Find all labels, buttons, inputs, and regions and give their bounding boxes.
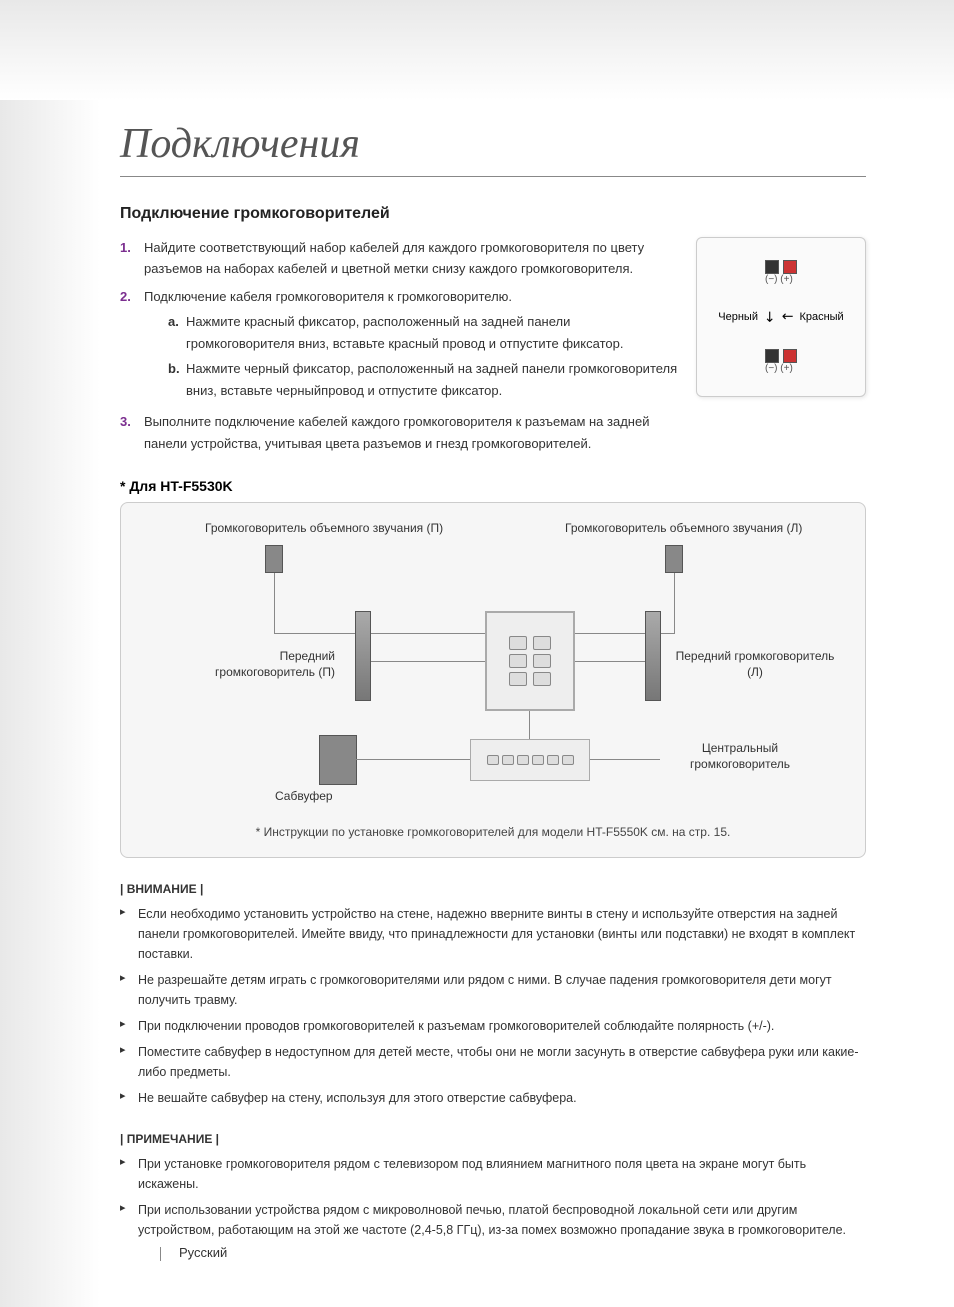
attention-item: Не вешайте сабвуфер на стену, используя … <box>138 1088 577 1108</box>
label-surround-r: Громкоговоритель объемного звучания (П) <box>205 521 443 537</box>
substep-text: Нажмите черный фиксатор, расположенный н… <box>186 358 680 401</box>
label-subwoofer: Сабвуфер <box>275 789 333 805</box>
step-number: 1. <box>120 237 144 280</box>
attention-item: При подключении проводов громкоговорител… <box>138 1016 774 1036</box>
substep-letter: b. <box>168 358 186 401</box>
attention-item: Если необходимо установить устройство на… <box>138 904 866 964</box>
step-text: Найдите соответствующий набор кабелей дл… <box>144 237 680 280</box>
polarity-label: (−) (+) <box>765 274 797 285</box>
section-heading: Подключение громкоговорителей <box>120 205 866 223</box>
attention-list: Если необходимо установить устройство на… <box>120 904 866 1108</box>
rear-panel-icon <box>470 739 590 781</box>
step-number: 3. <box>120 411 144 454</box>
notes-list: При установке громкоговорителя рядом с т… <box>120 1154 866 1240</box>
terminal-black-label: Черный <box>718 311 758 323</box>
note-item: При установке громкоговорителя рядом с т… <box>138 1154 866 1194</box>
arrow-icon: ↘ <box>760 307 780 327</box>
attention-item: Не разрешайте детям играть с громкоговор… <box>138 970 866 1010</box>
label-center: Центральный громкоговоритель <box>665 741 815 772</box>
substep-letter: a. <box>168 311 186 354</box>
footer-language: Русский <box>160 1245 227 1261</box>
label-front-r: Передний громкоговоритель (П) <box>195 649 335 680</box>
speaker-diagram: Громкоговоритель объемного звучания (П) … <box>120 502 866 858</box>
step-text: Подключение кабеля громкоговорителя к гр… <box>144 286 680 405</box>
page-title: Подключения <box>120 120 866 177</box>
speaker-icon <box>665 545 683 573</box>
label-front-l: Передний громкоговоритель (Л) <box>675 649 835 680</box>
speaker-icon <box>355 611 371 701</box>
speaker-icon <box>645 611 661 701</box>
step-number: 2. <box>120 286 144 405</box>
speaker-icon <box>265 545 283 573</box>
steps-list: 1. Найдите соответствующий набор кабелей… <box>120 237 680 454</box>
substep-text: Нажмите красный фиксатор, расположенный … <box>186 311 680 354</box>
main-unit-icon <box>485 611 575 711</box>
terminal-red-label: Красный <box>799 311 843 323</box>
attention-item: Поместите сабвуфер в недоступном для дет… <box>138 1042 866 1082</box>
terminal-diagram: (−) (+) Черный ↘ ↘ Красный (−) (+) <box>696 237 866 397</box>
arrow-icon: ↘ <box>777 307 797 327</box>
polarity-label: (−) (+) <box>765 363 797 374</box>
note-item: При использовании устройства рядом с мик… <box>138 1200 866 1240</box>
diagram-footnote: * Инструкции по установке громкоговорите… <box>145 825 841 839</box>
model-heading: * Для HT-F5530K <box>120 478 866 494</box>
attention-heading: | ВНИМАНИЕ | <box>120 882 866 896</box>
subwoofer-icon <box>319 735 357 785</box>
label-surround-l: Громкоговоритель объемного звучания (Л) <box>565 521 802 537</box>
notes-heading: | ПРИМЕЧАНИЕ | <box>120 1132 866 1146</box>
step-text: Выполните подключение кабелей каждого гр… <box>144 411 680 454</box>
